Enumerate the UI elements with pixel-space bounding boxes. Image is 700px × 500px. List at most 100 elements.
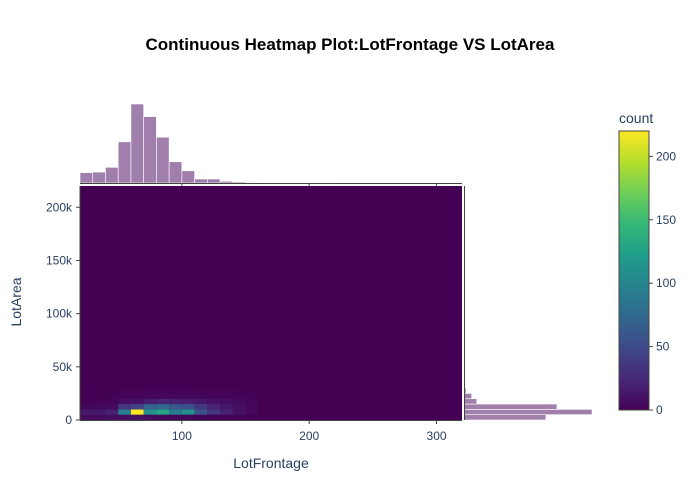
heatmap-cell [194, 414, 208, 420]
y-tick-label: 50k [53, 360, 73, 374]
heatmap-cell [118, 388, 131, 394]
heatmap-cell [105, 388, 119, 394]
heatmap-cell [143, 388, 157, 394]
heatmap-cell [105, 393, 119, 399]
heatmap-cell [181, 404, 195, 410]
colorbar-tick-label: 50 [656, 340, 670, 354]
heatmap-cell [207, 398, 221, 405]
x-histogram-bar [105, 167, 119, 184]
heatmap-cell [220, 414, 233, 420]
heatmap-cell [156, 388, 170, 394]
heatmap-cell [130, 393, 144, 399]
x-histogram-bar [207, 178, 221, 184]
x-histogram-bar [245, 182, 259, 184]
heatmap-cell [118, 398, 131, 405]
heatmap-cell [105, 404, 119, 410]
heatmap-cell [92, 388, 106, 394]
heatmap-cell [194, 393, 208, 399]
heatmap-cell [156, 398, 170, 405]
x-marginal-histogram [79, 103, 463, 186]
x-axis: 100 200 300 [80, 420, 462, 443]
colorbar-gradient [618, 130, 650, 411]
heatmap-plot-area [79, 186, 462, 420]
heatmap-cell [232, 388, 246, 394]
heatmap-cell [156, 414, 170, 420]
heatmap-cell [181, 409, 195, 415]
colorbar: count 0 50 100 150 200 [618, 110, 676, 417]
heatmap-cell [232, 409, 246, 415]
y-histogram-bar [463, 398, 478, 405]
heatmap-cell [118, 393, 131, 399]
y-histogram-bar [463, 393, 472, 400]
colorbar-tick-label: 200 [656, 149, 676, 163]
y-tick-label: 200k [46, 200, 73, 214]
heatmap-cell [232, 393, 246, 399]
heatmap-cell [143, 398, 157, 405]
y-axis: 0 50k 100k 150k 200k [46, 200, 80, 427]
y-tick-label: 100k [46, 307, 73, 321]
x-histogram-bar [130, 103, 144, 184]
heatmap-cell [92, 404, 106, 410]
heatmap-cell [80, 414, 93, 420]
colorbar-tick-label: 0 [656, 403, 663, 417]
y-histogram-bar [463, 409, 593, 415]
heatmap-cell [105, 398, 119, 405]
heatmap-cell [169, 393, 182, 399]
heatmap-cell [232, 404, 246, 410]
heatmap-cell [80, 398, 93, 405]
heatmap-cell [232, 414, 246, 420]
heatmap-cell [169, 404, 182, 410]
y-tick-label: 0 [65, 413, 72, 427]
heatmap-cell [169, 414, 182, 420]
heatmap-cell [194, 409, 208, 415]
heatmap-background [80, 186, 462, 420]
heatmap-cell [220, 409, 233, 415]
heatmap-cell [207, 404, 221, 410]
x-tick-label: 100 [172, 429, 192, 443]
x-histogram-bar [219, 180, 234, 184]
heatmap-cell [118, 414, 131, 420]
heatmap-cell [105, 414, 119, 420]
heatmap-cell [143, 414, 157, 420]
y-axis-title: LotArea [8, 277, 24, 326]
y-histogram-bar [463, 403, 558, 410]
heatmap-cell [80, 404, 93, 410]
heatmap-cell [245, 393, 259, 399]
x-histogram-bar [143, 116, 157, 184]
heatmap-cell [169, 409, 182, 415]
colorbar-tick-label: 150 [656, 213, 676, 227]
heatmap-cell [181, 414, 195, 420]
heatmap-cell [92, 393, 106, 399]
heatmap-cell [143, 409, 157, 415]
x-axis-title: LotFrontage [233, 455, 309, 471]
heatmap-cell [118, 409, 131, 415]
heatmap-cell [130, 414, 144, 420]
y-histogram-bar [463, 414, 547, 421]
heatmap-cell [169, 398, 182, 405]
heatmap-cell [118, 404, 131, 410]
colorbar-tick-label: 100 [656, 276, 676, 290]
heatmap-cell [245, 404, 259, 410]
x-histogram-bar [117, 141, 132, 184]
heatmap-cell [245, 388, 259, 394]
colorbar-title: count [619, 110, 653, 126]
heatmap-cell [143, 404, 157, 410]
heatmap-cell [245, 398, 259, 405]
heatmap-cell [194, 388, 208, 394]
x-tick-label: 300 [427, 429, 447, 443]
heatmap-cell [220, 388, 233, 394]
heatmap-cell [181, 398, 195, 405]
heatmap-cell [245, 409, 259, 415]
heatmap-cell [80, 409, 93, 415]
x-histogram-bar [181, 170, 195, 184]
heatmap-cell [92, 398, 106, 405]
heatmap-cell [207, 393, 221, 399]
heatmap-cell [207, 414, 221, 420]
heatmap-cell [245, 414, 259, 420]
x-histogram-bar [79, 172, 94, 184]
heatmap-cell [181, 393, 195, 399]
x-histogram-bar [156, 136, 170, 184]
heatmap-cell [92, 414, 106, 420]
heatmap-cell [130, 409, 144, 415]
